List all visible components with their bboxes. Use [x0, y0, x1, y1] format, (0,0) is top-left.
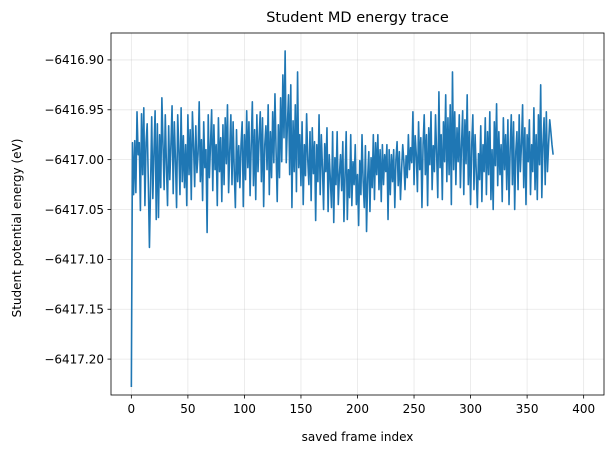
chart-title: Student MD energy trace	[266, 10, 449, 26]
x-tick-label: 350	[516, 402, 539, 416]
y-tick-label: −6417.10	[44, 253, 104, 267]
energy-trace-line	[130, 50, 554, 388]
x-tick-label: 250	[403, 402, 426, 416]
x-tick-label: 300	[459, 402, 482, 416]
y-tick-label: −6417.05	[44, 203, 104, 217]
y-tick-label: −6417.15	[44, 303, 104, 317]
y-axis-label: Student potential energy (eV)	[10, 139, 24, 318]
x-tick-label: 0	[128, 402, 136, 416]
x-tick-label: 100	[233, 402, 256, 416]
x-tick-label: 50	[180, 402, 195, 416]
x-tick-label: 400	[572, 402, 595, 416]
y-tick-label: −6416.90	[44, 53, 104, 67]
x-tick-label: 200	[346, 402, 369, 416]
x-tick-label: 150	[290, 402, 313, 416]
y-tick-label: −6417.20	[44, 352, 104, 366]
axis-ticks: 0 50 100 150 200 250 300 350 400 −6417.20 −6417.15…	[44, 53, 595, 416]
x-axis-label: saved frame index	[302, 430, 414, 444]
grid	[111, 33, 604, 395]
energy-line-series	[130, 50, 554, 388]
y-tick-label: −6416.95	[44, 103, 104, 117]
y-tick-label: −6417.00	[44, 153, 104, 167]
